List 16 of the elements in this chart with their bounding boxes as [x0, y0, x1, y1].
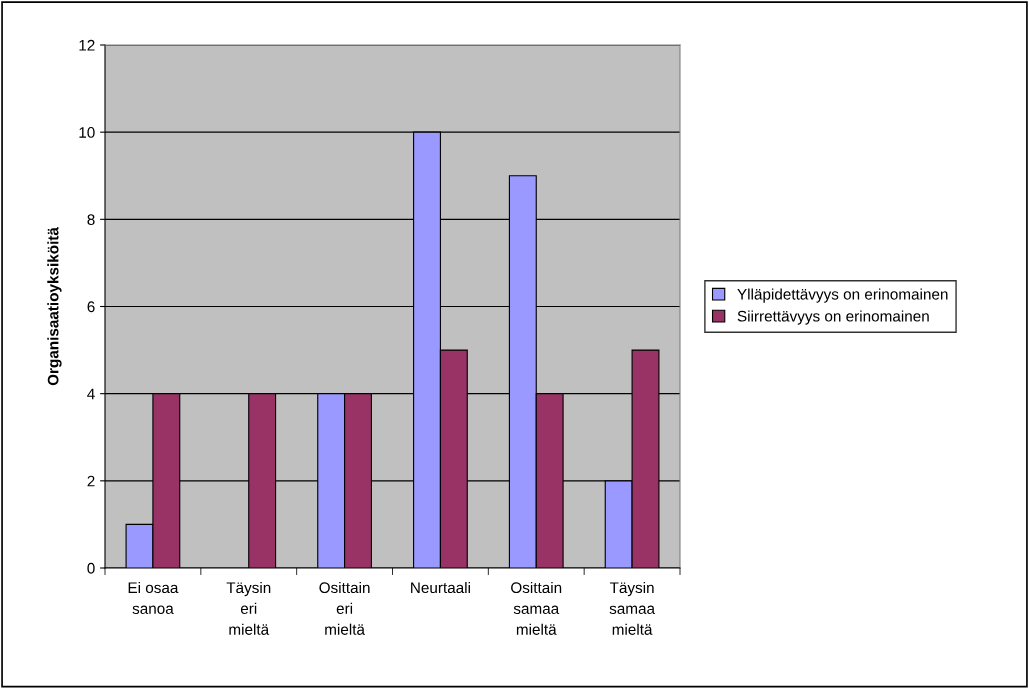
y-axis-title: Organisaatioyksiköitä [47, 227, 62, 386]
legend-label: Ylläpidettävyys on erinomainen [737, 288, 948, 303]
y-tick-label: 2 [87, 475, 95, 487]
x-tick-label: Osittain eri mieltä [319, 581, 370, 635]
y-tick-label: 10 [79, 127, 95, 138]
x-tick-label: Täysin eri mieltä [226, 581, 271, 635]
legend-label: Siirrettävyys on erinomainen [737, 310, 929, 325]
x-tick-label: Täysin samaa mieltä [609, 581, 656, 635]
y-tick-label: 6 [87, 301, 95, 313]
y-tick-label: 12 [79, 39, 95, 51]
y-tick-label: 0 [87, 562, 95, 574]
x-tick-label: Neurtaali [411, 581, 470, 594]
x-tick-label: Osittain samaa mieltä [511, 581, 562, 635]
x-tick-label: Ei osaa sanoa [128, 581, 179, 614]
y-tick-label: 4 [87, 388, 95, 400]
y-tick-label: 8 [87, 214, 95, 226]
